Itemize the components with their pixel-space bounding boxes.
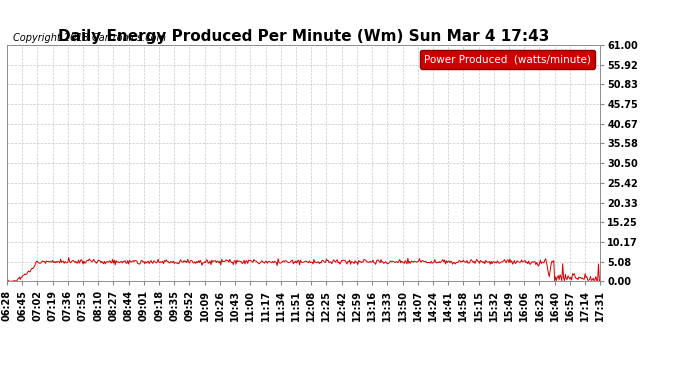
Title: Daily Energy Produced Per Minute (Wm) Sun Mar 4 17:43: Daily Energy Produced Per Minute (Wm) Su… — [58, 29, 549, 44]
Legend: Power Produced  (watts/minute): Power Produced (watts/minute) — [420, 50, 595, 69]
Text: Copyright 2018 Cartronics.com: Copyright 2018 Cartronics.com — [13, 33, 166, 43]
